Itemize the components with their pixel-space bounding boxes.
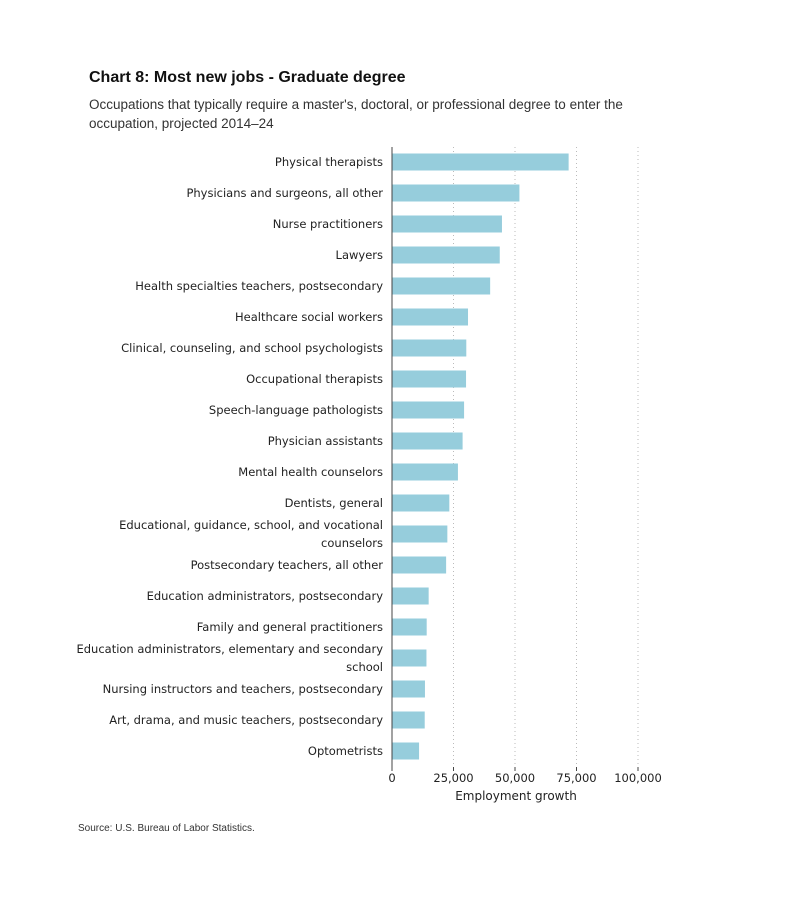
- source-note: Source: U.S. Bureau of Labor Statistics.: [78, 823, 255, 834]
- category-label: Clinical, counseling, and school psychol…: [121, 341, 383, 355]
- bar: [392, 153, 569, 171]
- chart-title: Chart 8: Most new jobs - Graduate degree: [89, 69, 406, 86]
- category-label: Speech-language pathologists: [209, 403, 383, 417]
- category-label: Postsecondary teachers, all other: [191, 558, 384, 572]
- bar: [392, 494, 450, 512]
- bar: [392, 742, 420, 760]
- bar: [392, 432, 463, 450]
- category-label: Occupational therapists: [246, 372, 383, 386]
- category-label: Nurse practitioners: [273, 217, 383, 231]
- bars: [392, 153, 569, 760]
- category-label: Mental health counselors: [238, 465, 383, 479]
- bar: [392, 618, 427, 636]
- bar: [392, 370, 467, 388]
- category-label: Optometrists: [308, 744, 383, 758]
- bar: [392, 463, 458, 481]
- category-label: Healthcare social workers: [235, 310, 383, 324]
- bar: [392, 587, 429, 605]
- bar: [392, 649, 427, 667]
- bar: [392, 339, 467, 357]
- bar: [392, 308, 469, 326]
- bar: [392, 277, 491, 295]
- bar: [392, 246, 500, 264]
- category-label: Physical therapists: [275, 155, 383, 169]
- x-tick-label: 100,000: [614, 771, 662, 785]
- gridlines: [453, 147, 639, 767]
- x-axis-label: Employment growth: [455, 789, 577, 803]
- category-label: Family and general practitioners: [197, 620, 383, 634]
- category-label: Physician assistants: [268, 434, 383, 448]
- bar: [392, 401, 465, 419]
- category-label: Educational, guidance, school, and vocat…: [119, 518, 383, 550]
- category-label: Education administrators, elementary and…: [76, 642, 383, 674]
- bar: [392, 556, 447, 574]
- bar: [392, 525, 448, 543]
- x-tick-label: 50,000: [495, 771, 535, 785]
- bar: [392, 711, 425, 729]
- category-label: Education administrators, postsecondary: [147, 589, 384, 603]
- category-label: Nursing instructors and teachers, postse…: [103, 682, 384, 696]
- bar: [392, 215, 502, 233]
- category-label: Physicians and surgeons, all other: [186, 186, 383, 200]
- bar: [392, 184, 520, 202]
- category-labels: Physical therapists Physicians and surgeo…: [76, 155, 383, 758]
- category-label: Health specialties teachers, postseconda…: [135, 279, 383, 293]
- category-label: Dentists, general: [285, 496, 383, 510]
- x-tick-label: 25,000: [433, 771, 473, 785]
- x-axis: 0 25,000 50,000 75,000 100,000: [388, 147, 662, 785]
- x-tick-label: 75,000: [556, 771, 596, 785]
- category-label: Art, drama, and music teachers, postseco…: [109, 713, 383, 727]
- category-label: Lawyers: [336, 248, 383, 262]
- x-tick-label: 0: [388, 771, 395, 785]
- bar: [392, 680, 425, 698]
- chart-subtitle: Occupations that typically require a mas…: [89, 97, 623, 131]
